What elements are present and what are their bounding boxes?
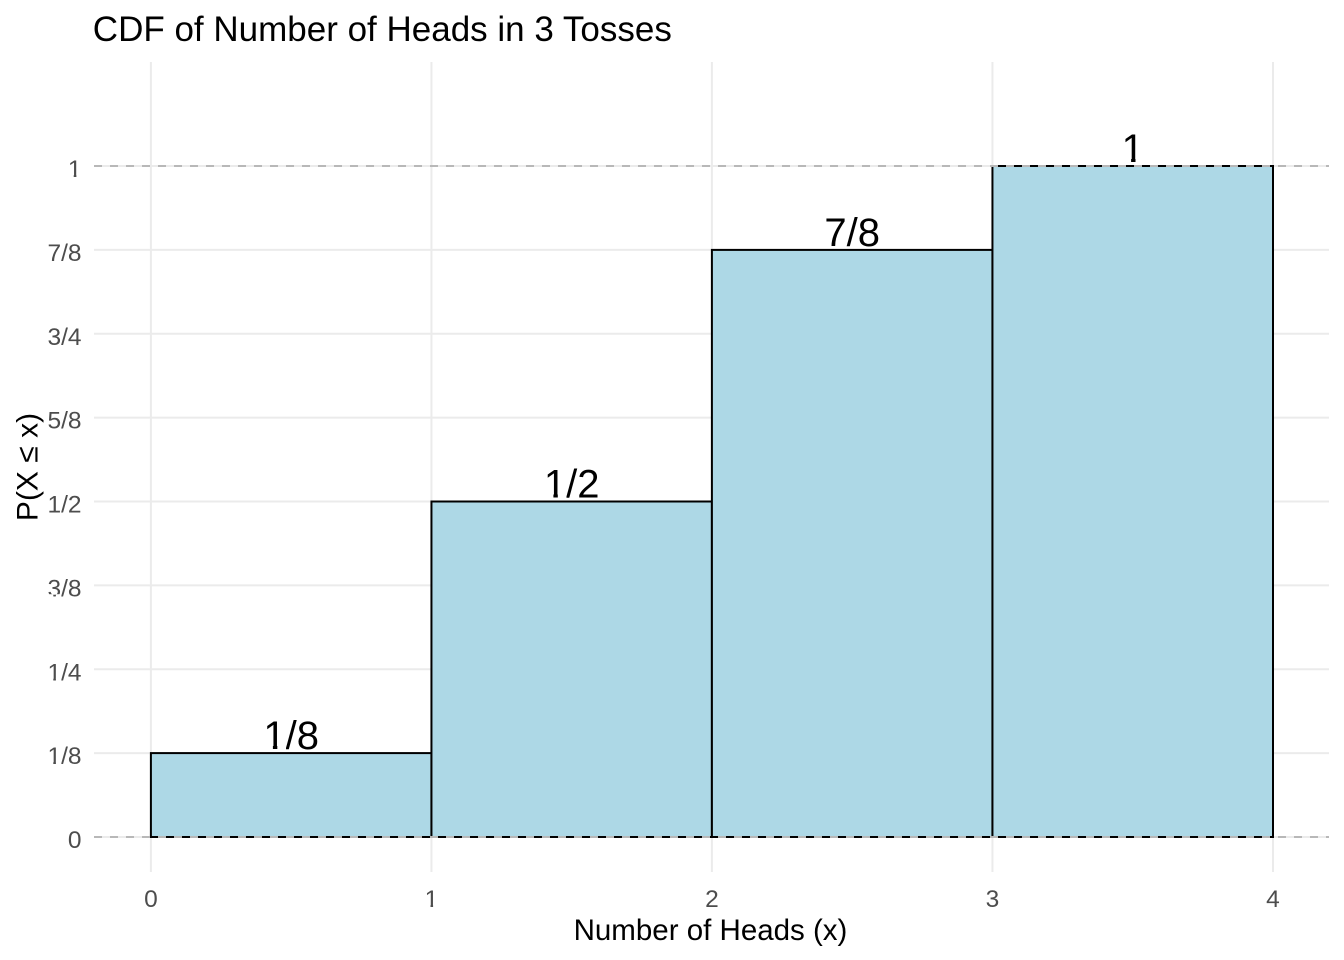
svg-text:1/8: 1/8 xyxy=(263,714,319,758)
svg-text:5/8: 5/8 xyxy=(47,408,81,435)
svg-text:3: 3 xyxy=(986,886,1000,913)
svg-text:1/2: 1/2 xyxy=(47,492,81,519)
svg-text:CDF of Number of Heads in 3 To: CDF of Number of Heads in 3 Tosses xyxy=(93,10,672,49)
svg-text:7/8: 7/8 xyxy=(824,211,880,255)
svg-text:P(X ≤ x): P(X ≤ x) xyxy=(12,413,45,521)
svg-text:1/4: 1/4 xyxy=(47,659,81,686)
svg-text:Number of Heads (x): Number of Heads (x) xyxy=(574,914,848,947)
svg-text:1: 1 xyxy=(425,886,439,913)
svg-text:0: 0 xyxy=(144,886,158,913)
svg-text:7/8: 7/8 xyxy=(47,240,81,267)
svg-text:4: 4 xyxy=(1266,886,1280,913)
svg-text:3/8: 3/8 xyxy=(47,575,81,602)
svg-text:2: 2 xyxy=(705,886,719,913)
svg-text:0: 0 xyxy=(68,827,82,854)
svg-text:1: 1 xyxy=(68,156,82,183)
svg-text:1: 1 xyxy=(1122,127,1144,171)
svg-text:3/4: 3/4 xyxy=(47,324,81,351)
svg-text:1/2: 1/2 xyxy=(544,462,600,506)
svg-text:1/8: 1/8 xyxy=(47,743,81,770)
